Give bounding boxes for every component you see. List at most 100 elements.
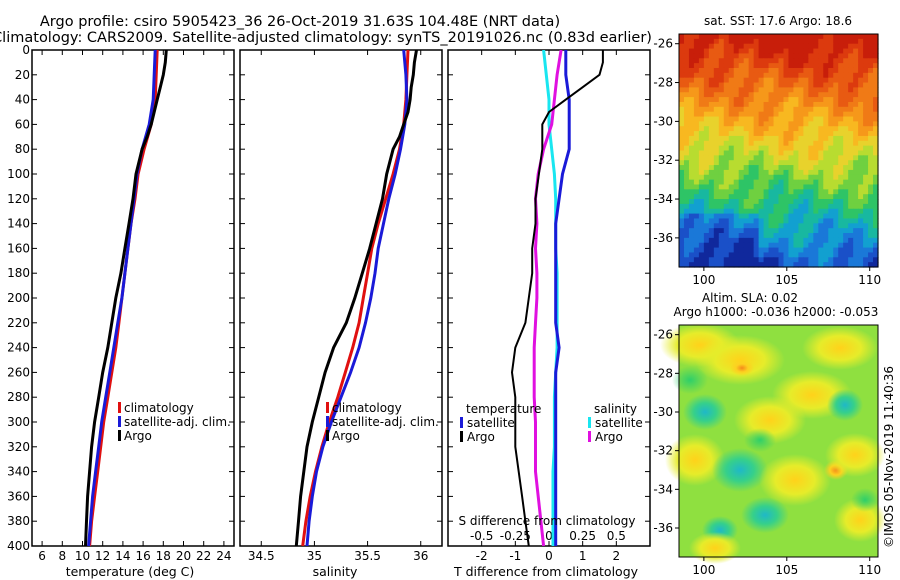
sst-cell [793, 174, 799, 181]
sst-cell [848, 213, 854, 220]
sst-cell [773, 160, 780, 166]
sst-cell [868, 116, 874, 122]
sst-cell [703, 160, 710, 166]
sst-cell [873, 213, 879, 220]
depth-tick-label: 220 [7, 316, 30, 330]
sst-cell [863, 82, 869, 88]
sst-cell [843, 38, 849, 45]
sst-cell [863, 194, 869, 200]
sst-cell [858, 145, 864, 152]
sst-cell [758, 150, 765, 156]
sst-cell [868, 82, 874, 88]
sst-cell [838, 43, 844, 50]
sst-cell [823, 121, 829, 127]
sst-cell [838, 252, 844, 258]
sst-cell [848, 160, 854, 166]
sst-cell [713, 150, 720, 156]
sst-cell [853, 189, 859, 195]
sst-cell [863, 165, 869, 171]
sst-cell [813, 131, 819, 137]
sst-cell [679, 121, 685, 127]
sst-cell [833, 48, 839, 55]
sst-cell [758, 145, 765, 152]
sst-cell [818, 58, 824, 64]
sst-cell [848, 87, 854, 93]
sst-cell [778, 106, 785, 113]
sst-cell [818, 223, 824, 229]
sst-cell [793, 208, 799, 215]
sst-cell [868, 208, 874, 215]
sst-cell [773, 92, 780, 98]
sst-cell [679, 67, 685, 74]
sst-cell [753, 34, 760, 40]
sst-cell [728, 97, 735, 103]
sst-cell [798, 174, 804, 181]
sst-cell [683, 111, 690, 118]
sst-cell [858, 257, 864, 263]
sst-cell [738, 150, 745, 156]
sst-cell [768, 257, 775, 263]
sst-cell [748, 111, 755, 118]
sst-cell [788, 155, 795, 161]
sst-cell [733, 218, 740, 224]
sst-cell [833, 194, 839, 200]
sst-cell [738, 155, 745, 161]
sst-cell [718, 43, 725, 50]
sst-cell [783, 262, 790, 268]
sst-cell [808, 87, 814, 93]
sst-cell [788, 97, 795, 103]
depth-tick-label: 140 [7, 217, 30, 231]
sst-cell [828, 199, 834, 205]
sst-cell [783, 165, 790, 171]
sst-cell [868, 34, 874, 40]
sst-cell [679, 228, 685, 234]
sst-cell [778, 131, 785, 137]
sst-cell [748, 208, 755, 215]
sst-cell [833, 237, 839, 244]
sst-cell [679, 82, 685, 88]
sst-cell [808, 223, 814, 229]
sst-cell [718, 237, 725, 244]
sst-cell [783, 242, 790, 249]
sst-cell [708, 135, 715, 142]
sst-cell [718, 111, 725, 118]
sst-cell [758, 38, 765, 45]
sst-cell [773, 155, 780, 161]
sst-cell [698, 131, 705, 137]
sst-cell [703, 208, 710, 215]
sst-cell [788, 106, 795, 113]
sst-cell [868, 242, 874, 249]
sst-cell [838, 58, 844, 64]
sst-cell [868, 228, 874, 234]
sst-cell [813, 150, 819, 156]
legend-label-climatology: climatology [124, 401, 194, 415]
sst-cell [698, 213, 705, 220]
sst-cell [683, 106, 690, 113]
sst-cell [788, 38, 795, 45]
sst-cell [679, 72, 685, 79]
t-difference-tick-label: -1 [509, 549, 521, 563]
sst-cell [818, 87, 824, 93]
sst-cell [683, 145, 690, 152]
sst-cell [798, 179, 804, 186]
sst-cell [738, 72, 745, 79]
sst-cell [823, 228, 829, 234]
sst-cell [733, 131, 740, 137]
sst-cell [858, 189, 864, 195]
sst-cell [793, 252, 799, 258]
sst-cell [843, 111, 849, 118]
sst-cell [733, 223, 740, 229]
sst-cell [733, 48, 740, 55]
sst-cell [828, 87, 834, 93]
sst-cell [853, 145, 859, 152]
sst-cell [858, 228, 864, 234]
sst-cell [793, 160, 799, 166]
sst-cell [733, 208, 740, 215]
sst-cell [873, 126, 879, 132]
sst-cell [783, 223, 790, 229]
sst-cell [723, 213, 730, 220]
sst-cell [683, 218, 690, 224]
sst-cell [723, 116, 730, 122]
sst-cell [808, 194, 814, 200]
sst-cell [863, 233, 869, 239]
